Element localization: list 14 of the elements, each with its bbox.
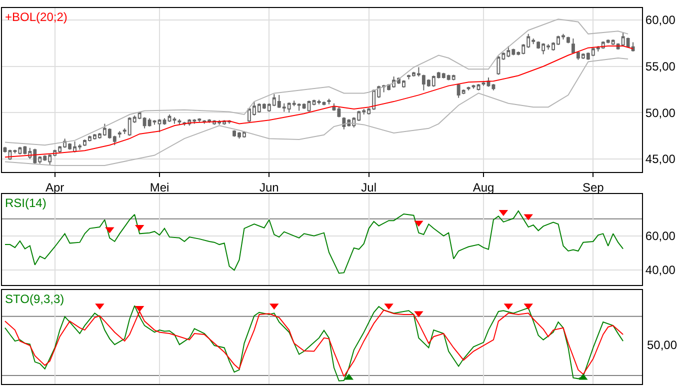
y-tick-label: 45,00 (645, 152, 676, 166)
y-tick-label: 60,00 (645, 13, 676, 28)
chart-title: RSI(14) (5, 196, 46, 210)
x-tick-label: Sep (582, 180, 604, 194)
y-tick-label: 55,00 (645, 60, 676, 74)
x-tick-label: Mei (150, 180, 170, 194)
chart-title: +BOL(20;2) (5, 10, 68, 24)
y-tick-label: 50,00 (645, 106, 676, 120)
x-tick-label: Jun (259, 180, 279, 194)
chart-title: STO(9,3,3) (5, 292, 64, 306)
y-tick-label: 60,00 (645, 229, 676, 244)
x-tick-label: Apr (45, 180, 64, 194)
x-tick-label: Jul (361, 180, 377, 194)
y-tick-label: 40,00 (645, 263, 676, 278)
